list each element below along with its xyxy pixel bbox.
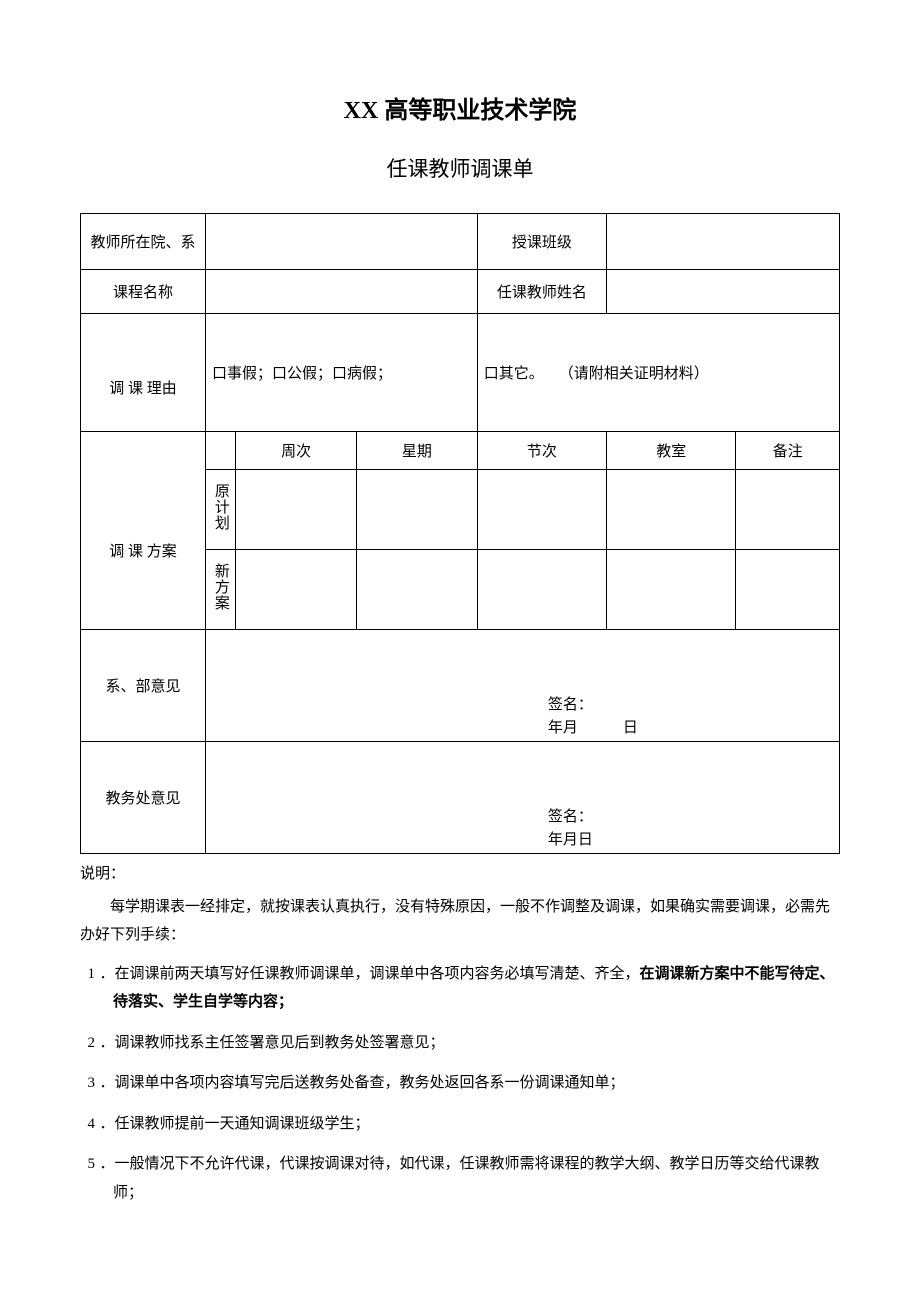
notes-intro: 每学期课表一经排定，就按课表认真执行，没有特殊原因，一般不作调整及调课，如果确实… bbox=[80, 893, 840, 950]
notes-list: 1．在调课前两天填写好任课教师调课单，调课单中各项内容务必填写清楚、齐全，在调课… bbox=[80, 960, 840, 1208]
reason-options-right: 口其它。 （请附相关证明材料） bbox=[477, 314, 839, 432]
col-room: 教室 bbox=[607, 432, 736, 470]
value-teacher bbox=[607, 270, 840, 314]
orig-week bbox=[236, 470, 357, 550]
col-remark: 备注 bbox=[736, 432, 840, 470]
label-reason: 调 课 理由 bbox=[81, 314, 206, 432]
col-period: 节次 bbox=[477, 432, 606, 470]
value-class bbox=[607, 214, 840, 270]
new-period bbox=[477, 550, 606, 630]
label-plan: 调 课 方案 bbox=[81, 432, 206, 630]
orig-day bbox=[356, 470, 477, 550]
label-class: 授课班级 bbox=[477, 214, 606, 270]
office-sign-block: 签名： 年月日 bbox=[548, 806, 593, 851]
page: XX 高等职业技术学院 任课教师调课单 教师所在院、系 授课班级 课程名称 任课… bbox=[0, 0, 920, 1301]
note-item-4: 4．任课教师提前一天通知调课班级学生； bbox=[80, 1110, 840, 1139]
value-dept bbox=[206, 214, 478, 270]
reason-options-left: 口事假；口公假；口病假； bbox=[206, 314, 478, 432]
note-item-3: 3．调课单中各项内容填写完后送教务处备查，教务处返回各系一份调课通知单； bbox=[80, 1069, 840, 1098]
col-day: 星期 bbox=[356, 432, 477, 470]
plan-blank-header bbox=[206, 432, 236, 470]
label-teacher: 任课教师姓名 bbox=[477, 270, 606, 314]
new-room bbox=[607, 550, 736, 630]
notes-title: 说明： bbox=[80, 860, 840, 889]
note-item-2: 2．调课教师找系主任签署意见后到教务处签署意见； bbox=[80, 1029, 840, 1058]
orig-remark bbox=[736, 470, 840, 550]
new-remark bbox=[736, 550, 840, 630]
label-course: 课程名称 bbox=[81, 270, 206, 314]
note-item-5: 5．一般情况下不允许代课，代课按调课对待，如代课，任课教师需将课程的教学大纲、教… bbox=[80, 1150, 840, 1207]
dept-opinion-cell: 签名： 年月 日 bbox=[206, 630, 840, 742]
institution-title: XX 高等职业技术学院 bbox=[80, 90, 840, 125]
label-office-opinion: 教务处意见 bbox=[81, 742, 206, 854]
new-week bbox=[236, 550, 357, 630]
form-title: 任课教师调课单 bbox=[80, 153, 840, 183]
label-dept: 教师所在院、系 bbox=[81, 214, 206, 270]
new-day bbox=[356, 550, 477, 630]
note-item-1: 1．在调课前两天填写好任课教师调课单，调课单中各项内容务必填写清楚、齐全，在调课… bbox=[80, 960, 840, 1017]
col-week: 周次 bbox=[236, 432, 357, 470]
dept-sign-block: 签名： 年月 日 bbox=[548, 694, 638, 739]
orig-period bbox=[477, 470, 606, 550]
orig-room bbox=[607, 470, 736, 550]
office-opinion-cell: 签名： 年月日 bbox=[206, 742, 840, 854]
label-original-plan: 原计划 bbox=[206, 470, 236, 550]
label-dept-opinion: 系、部意见 bbox=[81, 630, 206, 742]
label-new-plan: 新方案 bbox=[206, 550, 236, 630]
value-course bbox=[206, 270, 478, 314]
form-table: 教师所在院、系 授课班级 课程名称 任课教师姓名 调 课 理由 口事假；口公假；… bbox=[80, 213, 840, 854]
notes-section: 说明： 每学期课表一经排定，就按课表认真执行，没有特殊原因，一般不作调整及调课，… bbox=[80, 860, 840, 1207]
